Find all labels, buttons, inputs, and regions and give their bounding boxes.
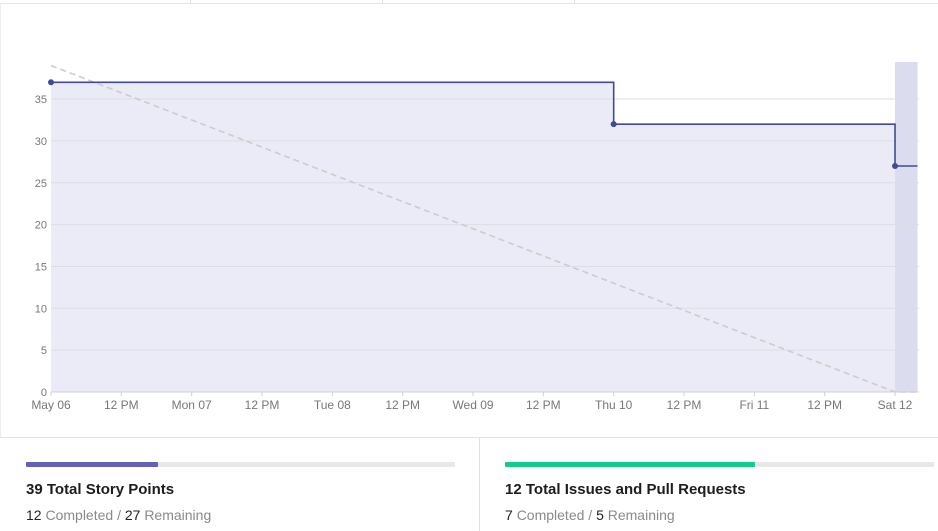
data-point [610,121,617,128]
current-day-highlight [895,62,918,392]
separator: / [117,507,121,523]
tab-separator [190,0,191,3]
data-point [892,163,899,170]
stats-divider [479,437,480,531]
x-tick-label: Tue 08 [314,398,351,412]
x-tick-label: 12 PM [104,398,139,412]
x-tick-label: Wed 09 [452,398,493,412]
x-tick-label: May 06 [31,398,71,412]
x-tick-label: 12 PM [807,398,842,412]
y-tick-label: 25 [35,178,47,190]
y-tick-label: 10 [35,303,47,315]
remaining-count: 5 [596,507,604,523]
remaining-label: Remaining [607,507,675,523]
story-points-progress-track [26,462,455,467]
story-points-breakdown: 12 Completed / 27 Remaining [26,507,455,523]
story-points-title: 39 Total Story Points [26,481,175,498]
x-tick-label: Mon 07 [172,398,212,412]
remaining-label: Remaining [144,507,212,523]
issues-summary: 12 Total Issues and Pull Requests 7 Comp… [505,462,934,523]
x-tick-label: Thu 10 [595,398,633,412]
x-tick-label: 12 PM [385,398,420,412]
issues-title: 12 Total Issues and Pull Requests [505,481,746,498]
remaining-area-fill [51,82,918,392]
x-tick-label: 12 PM [526,398,561,412]
remaining-step-line [51,81,918,167]
y-tick-label: 0 [41,387,47,399]
data-point [48,79,54,86]
separator: / [588,507,593,523]
x-tick-label: 12 PM [667,398,702,412]
x-tick-label: Fri 11 [739,398,769,412]
tab-separator [382,0,383,3]
completed-count: 7 [505,507,513,523]
chart-grid [51,62,919,393]
story-points-summary: 39 Total Story Points 12 Completed / 27 … [26,462,455,523]
burndown-chart: 0 5 10 15 20 25 30 35 May 06 12 PM Mon 07 12 PM Tue… [31,62,919,412]
top-tab-strip [0,0,938,4]
issues-progress-track [505,462,934,467]
x-tick-label: Sat 12 [878,398,913,412]
completed-count: 12 [26,507,42,523]
section-divider [0,437,938,438]
y-axis: 0 5 10 15 20 25 30 35 [35,94,47,399]
y-tick-label: 15 [35,261,47,273]
completed-label: Completed [516,507,585,523]
x-tick-label: 12 PM [245,398,280,412]
remaining-count: 27 [124,507,141,523]
y-tick-label: 5 [41,345,47,357]
panel-border [0,3,1,437]
x-axis: May 06 12 PM Mon 07 12 PM Tue 08 12 PM Wed 09 1… [31,391,919,412]
y-tick-label: 20 [35,220,47,232]
issues-breakdown: 7 Completed / 5 Remaining [505,507,934,523]
y-tick-label: 30 [35,136,47,148]
story-points-progress-fill [26,462,158,467]
y-tick-label: 35 [35,94,47,106]
tab-separator [574,0,575,3]
issues-progress-fill [505,462,756,467]
completed-label: Completed [45,507,114,523]
